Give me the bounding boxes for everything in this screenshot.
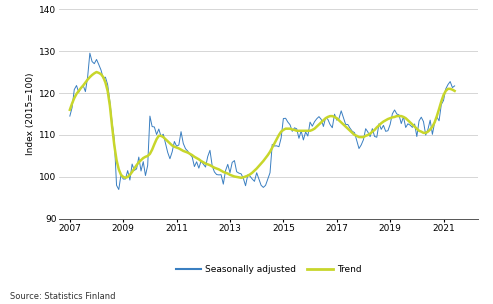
Text: Source: Statistics Finland: Source: Statistics Finland	[10, 292, 115, 301]
Legend: Seasonally adjusted, Trend: Seasonally adjusted, Trend	[172, 261, 365, 277]
Y-axis label: Index (2015=100): Index (2015=100)	[26, 73, 35, 155]
